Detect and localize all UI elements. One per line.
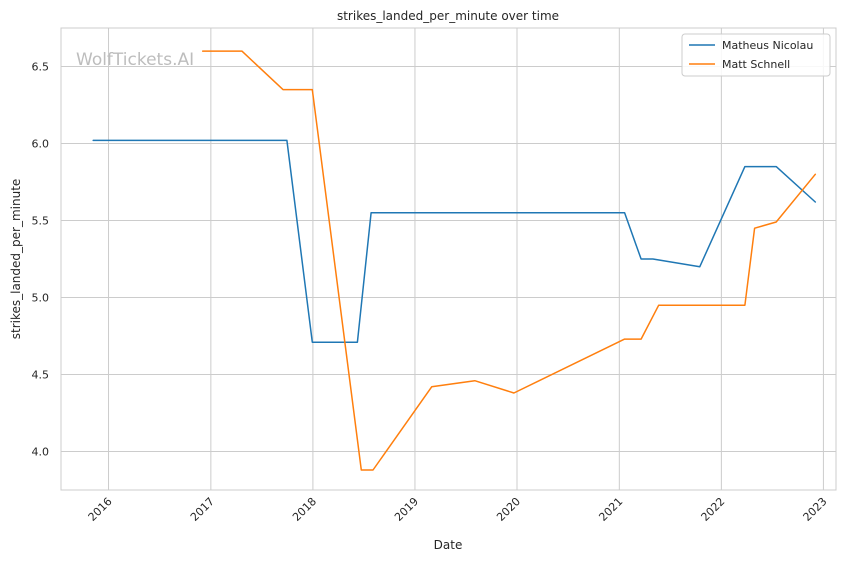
y-tick-label: 4.5 xyxy=(32,369,50,382)
data-point-matheus-nicolau xyxy=(743,165,746,168)
series-line-matheus-nicolau xyxy=(92,139,817,343)
chart-title: strikes_landed_per_minute over time xyxy=(337,9,559,23)
legend-label-matheus-nicolau: Matheus Nicolau xyxy=(722,39,813,52)
data-point-matheus-nicolau xyxy=(356,341,359,344)
y-tick-label: 6.0 xyxy=(32,138,50,151)
data-point-matt-schnell xyxy=(240,50,243,53)
legend-label-matt-schnell: Matt Schnell xyxy=(722,58,790,71)
data-point-matt-schnell xyxy=(623,338,626,341)
data-point-matt-schnell xyxy=(430,385,433,388)
data-point-matt-schnell xyxy=(282,88,285,91)
y-tick-label: 4.0 xyxy=(32,446,50,459)
y-tick-label: 6.5 xyxy=(32,61,50,74)
series-layer xyxy=(92,50,817,472)
data-point-matt-schnell xyxy=(657,304,660,307)
data-point-matt-schnell xyxy=(640,338,643,341)
data-point-matt-schnell xyxy=(201,50,204,53)
data-point-matheus-nicolau xyxy=(92,139,95,142)
data-point-matheus-nicolau xyxy=(370,211,373,214)
y-tick-label: 5.5 xyxy=(32,215,50,228)
watermark-text: WolfTickets.AI xyxy=(76,50,194,70)
series-line-matt-schnell xyxy=(201,50,817,471)
legend-box xyxy=(681,33,831,77)
y-axis-ticks: 4.0 4.5 5.0 5.5 6.0 6.5 xyxy=(32,61,50,459)
y-axis-title: strikes_landed_per_minute xyxy=(9,179,23,340)
data-point-matheus-nicolau xyxy=(640,258,643,261)
data-point-matt-schnell xyxy=(311,88,314,91)
data-point-matt-schnell xyxy=(473,379,476,382)
plot-area-frame xyxy=(60,27,837,491)
data-point-matt-schnell xyxy=(753,227,756,230)
data-point-matt-schnell xyxy=(775,221,778,224)
data-point-matt-schnell xyxy=(372,469,375,472)
y-tick-label: 5.0 xyxy=(32,292,50,305)
data-point-matt-schnell xyxy=(360,469,363,472)
data-point-matheus-nicolau xyxy=(698,265,701,268)
data-point-matt-schnell xyxy=(512,392,515,395)
data-point-matheus-nicolau xyxy=(311,341,314,344)
x-axis-title: Date xyxy=(434,538,463,552)
data-point-matheus-nicolau xyxy=(775,165,778,168)
data-point-matheus-nicolau xyxy=(651,258,654,261)
data-point-matt-schnell xyxy=(814,173,817,176)
data-point-matheus-nicolau xyxy=(623,211,626,214)
data-point-matheus-nicolau xyxy=(285,139,288,142)
data-point-matt-schnell xyxy=(743,304,746,307)
data-point-matheus-nicolau xyxy=(814,201,817,204)
legend: Matheus Nicolau Matt Schnell xyxy=(681,33,831,77)
